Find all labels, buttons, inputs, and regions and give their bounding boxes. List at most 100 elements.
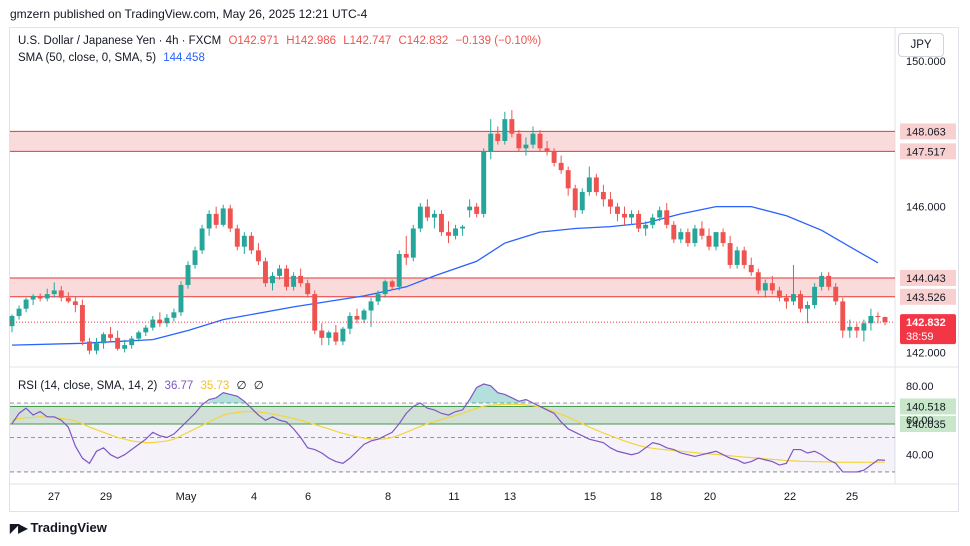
candle-body: [776, 290, 782, 298]
candle-body: [678, 232, 684, 240]
candle-body: [178, 284, 184, 313]
candle-body: [755, 272, 761, 291]
candle-body: [234, 228, 240, 247]
candle-body: [389, 281, 395, 287]
candle-body: [326, 332, 332, 338]
time-axis-label: 22: [784, 491, 796, 503]
zone-price-label-bg: [900, 123, 956, 140]
candle-body: [291, 275, 297, 287]
zone-price-label-bg: [900, 398, 956, 415]
candle-body: [600, 192, 606, 200]
candle-body: [403, 254, 409, 258]
candle-body: [882, 317, 888, 323]
rsi-sma-value: 35.73: [200, 380, 230, 392]
sma-value: 144.458: [163, 52, 205, 64]
candle-body: [305, 283, 311, 295]
candle-body: [586, 177, 592, 193]
candle-body: [410, 228, 416, 258]
candle-body: [115, 337, 121, 349]
candle-body: [248, 235, 254, 251]
rsi-label[interactable]: RSI (14, close, SMA, 14, 2): [18, 380, 158, 392]
candle-body: [108, 334, 114, 338]
candle-body: [593, 177, 599, 193]
candle-body: [72, 301, 78, 306]
candle-body: [270, 275, 275, 284]
candle-body: [333, 332, 339, 342]
zone-price-label: 140.035: [906, 419, 946, 431]
candle-body: [298, 275, 304, 284]
rsi-tick-label: 60.00: [906, 415, 934, 427]
candle-body: [86, 341, 92, 351]
price-tick-label: 150.000: [906, 56, 946, 68]
zone-price-label-bg: [900, 288, 956, 305]
candle-body: [129, 338, 135, 346]
price-tick-label: 142.000: [906, 347, 946, 359]
time-axis-label: 6: [305, 491, 311, 503]
candle-body: [502, 119, 508, 141]
zone-price-label: 140.518: [906, 401, 946, 413]
zone-price-label-bg: [900, 143, 956, 160]
candle-body: [643, 224, 649, 229]
candle-body: [375, 294, 381, 302]
candle-body: [671, 224, 677, 240]
time-axis-label: 4: [251, 491, 257, 503]
candle-body: [340, 328, 346, 342]
time-axis-label: 15: [584, 491, 596, 503]
zone-price-label: 143.526: [906, 292, 946, 304]
time-axis-label: 8: [385, 491, 391, 503]
candle-body: [734, 250, 740, 265]
zone-price-label: 148.063: [906, 126, 946, 138]
candle-body: [30, 295, 36, 300]
candle-body: [720, 232, 726, 244]
legend-change: −0.139 (−0.10%): [455, 35, 542, 47]
candle-body: [354, 315, 360, 320]
candle-body: [185, 264, 191, 285]
symbol-title[interactable]: U.S. Dollar / Japanese Yen · 4h · FXCM: [18, 35, 222, 47]
candle-body: [213, 213, 219, 225]
candle-body: [241, 235, 247, 247]
candle-body: [805, 305, 811, 309]
chart-frame: [9, 27, 959, 512]
tradingview-logo-text: TradingView: [30, 520, 107, 535]
candle-body: [467, 206, 473, 211]
candle-body: [368, 301, 374, 311]
currency-button[interactable]: JPY: [898, 33, 944, 57]
candle-body: [312, 294, 318, 331]
candle-body: [9, 315, 15, 327]
symbol-legend: U.S. Dollar / Japanese Yen · 4h · FXCM O…: [18, 35, 545, 47]
candle-body: [431, 213, 437, 218]
candle-body: [23, 299, 29, 309]
candle-body: [565, 170, 571, 189]
candle-body: [847, 326, 853, 331]
candle-body: [762, 283, 768, 291]
bar-countdown-label: 38:59: [906, 331, 934, 343]
tradingview-logo[interactable]: ◤▶ TradingView: [10, 520, 107, 535]
zone-price-label-bg: [900, 416, 956, 433]
candle-body: [812, 286, 818, 306]
sma-label[interactable]: SMA (50, close, 0, SMA, 5): [18, 52, 157, 64]
candle-body: [227, 208, 233, 229]
rsi-line: [11, 383, 886, 473]
legend-close: C142.832: [398, 35, 449, 47]
candle-body: [474, 206, 480, 214]
candle-body: [446, 232, 451, 236]
zone-price-label: 144.043: [906, 273, 946, 285]
time-axis-label: 18: [650, 491, 662, 503]
rsi-extra-2: ∅: [253, 380, 264, 392]
publisher-caption: gmzern published on TradingView.com, May…: [10, 7, 368, 21]
candle-body: [396, 254, 402, 287]
candle-body: [706, 235, 712, 247]
candle-body: [622, 213, 627, 218]
time-axis-label: May: [176, 491, 197, 503]
rsi-value: 36.77: [164, 380, 194, 392]
candle-body: [791, 294, 796, 302]
candle-body: [94, 343, 99, 351]
candle-body: [537, 133, 543, 149]
candle-body: [769, 283, 775, 291]
candle-body: [636, 213, 642, 229]
legend-open: O142.971: [228, 35, 279, 47]
resistance-zone: [10, 131, 895, 152]
candle-body: [16, 308, 22, 316]
candle-body: [220, 208, 226, 225]
